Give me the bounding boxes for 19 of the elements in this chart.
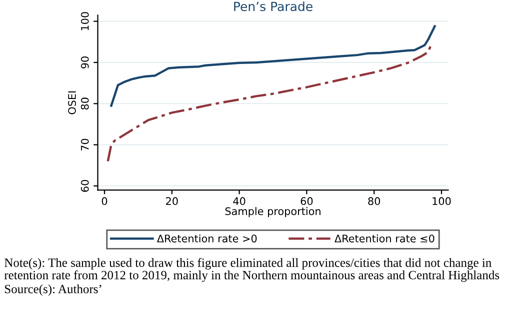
y-axis-title: OSEI [68,91,76,114]
line-series [110,25,436,107]
legend-label: ΔRetention rate >0 [156,234,257,242]
y-tick-label: 60 [80,180,89,192]
x-tick-label: 40 [233,197,246,206]
x-tick-label: 0 [102,197,108,206]
chart-title: Pen’s Parade [234,1,312,12]
y-tick-label: 100 [80,12,89,30]
x-tick-label: 80 [368,197,380,206]
x-axis-title: Sample proportion [225,207,320,218]
source-note: Source(s): Authors’ [4,284,102,296]
x-tick-label: 100 [432,197,451,206]
x-tick-label: 60 [300,197,313,206]
legend-label: ΔRetention rate ≤0 [334,234,434,242]
y-tick-label: 90 [80,56,89,68]
y-tick-label: 80 [80,98,89,110]
x-tick-label: 20 [166,197,178,206]
text: Note(s): The sample used to draw this figure eliminated all provinces/cities that did not change in retention rate from 2012 to 2019, mainly in the Northern mountainous areas and Central Highlands [4,258,500,282]
y-tick-label: 70 [80,138,89,151]
